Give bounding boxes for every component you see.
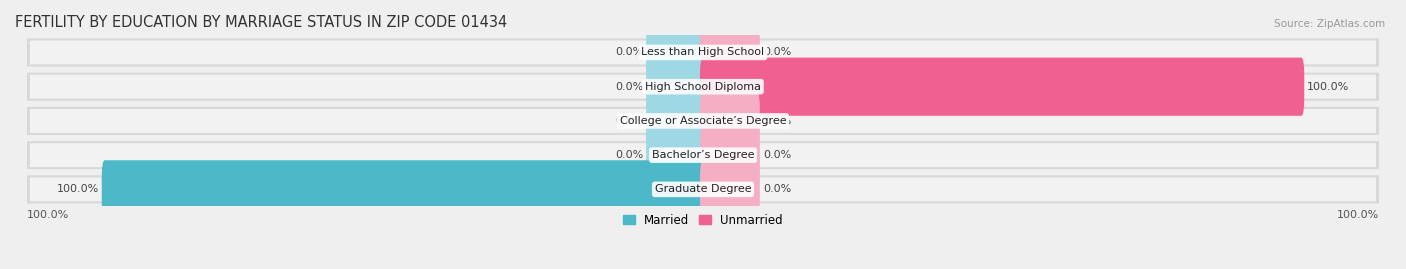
Text: 0.0%: 0.0% — [614, 116, 643, 126]
Text: 0.0%: 0.0% — [763, 116, 792, 126]
Text: High School Diploma: High School Diploma — [645, 82, 761, 92]
Text: 0.0%: 0.0% — [614, 150, 643, 160]
FancyBboxPatch shape — [647, 58, 706, 116]
Text: FERTILITY BY EDUCATION BY MARRIAGE STATUS IN ZIP CODE 01434: FERTILITY BY EDUCATION BY MARRIAGE STATU… — [15, 15, 508, 30]
FancyBboxPatch shape — [700, 58, 1305, 116]
FancyBboxPatch shape — [27, 141, 1379, 169]
FancyBboxPatch shape — [101, 160, 706, 218]
FancyBboxPatch shape — [30, 109, 1376, 133]
Text: 100.0%: 100.0% — [27, 210, 69, 220]
FancyBboxPatch shape — [27, 107, 1379, 135]
FancyBboxPatch shape — [27, 38, 1379, 66]
Text: Graduate Degree: Graduate Degree — [655, 184, 751, 194]
FancyBboxPatch shape — [700, 92, 759, 150]
Text: Less than High School: Less than High School — [641, 47, 765, 58]
FancyBboxPatch shape — [700, 126, 759, 184]
Text: 100.0%: 100.0% — [56, 184, 98, 194]
FancyBboxPatch shape — [647, 23, 706, 82]
Text: Bachelor’s Degree: Bachelor’s Degree — [652, 150, 754, 160]
FancyBboxPatch shape — [27, 73, 1379, 101]
Text: 100.0%: 100.0% — [1308, 82, 1350, 92]
Text: 0.0%: 0.0% — [763, 47, 792, 58]
Text: 100.0%: 100.0% — [1337, 210, 1379, 220]
FancyBboxPatch shape — [700, 23, 759, 82]
Text: 0.0%: 0.0% — [614, 47, 643, 58]
Text: College or Associate’s Degree: College or Associate’s Degree — [620, 116, 786, 126]
FancyBboxPatch shape — [647, 126, 706, 184]
Text: Source: ZipAtlas.com: Source: ZipAtlas.com — [1274, 19, 1385, 29]
Text: 0.0%: 0.0% — [763, 184, 792, 194]
FancyBboxPatch shape — [27, 175, 1379, 203]
Text: 0.0%: 0.0% — [763, 150, 792, 160]
Legend: Married, Unmarried: Married, Unmarried — [619, 209, 787, 231]
FancyBboxPatch shape — [647, 92, 706, 150]
FancyBboxPatch shape — [30, 40, 1376, 65]
FancyBboxPatch shape — [30, 75, 1376, 99]
FancyBboxPatch shape — [30, 143, 1376, 167]
Text: 0.0%: 0.0% — [614, 82, 643, 92]
FancyBboxPatch shape — [30, 177, 1376, 201]
FancyBboxPatch shape — [700, 160, 759, 218]
